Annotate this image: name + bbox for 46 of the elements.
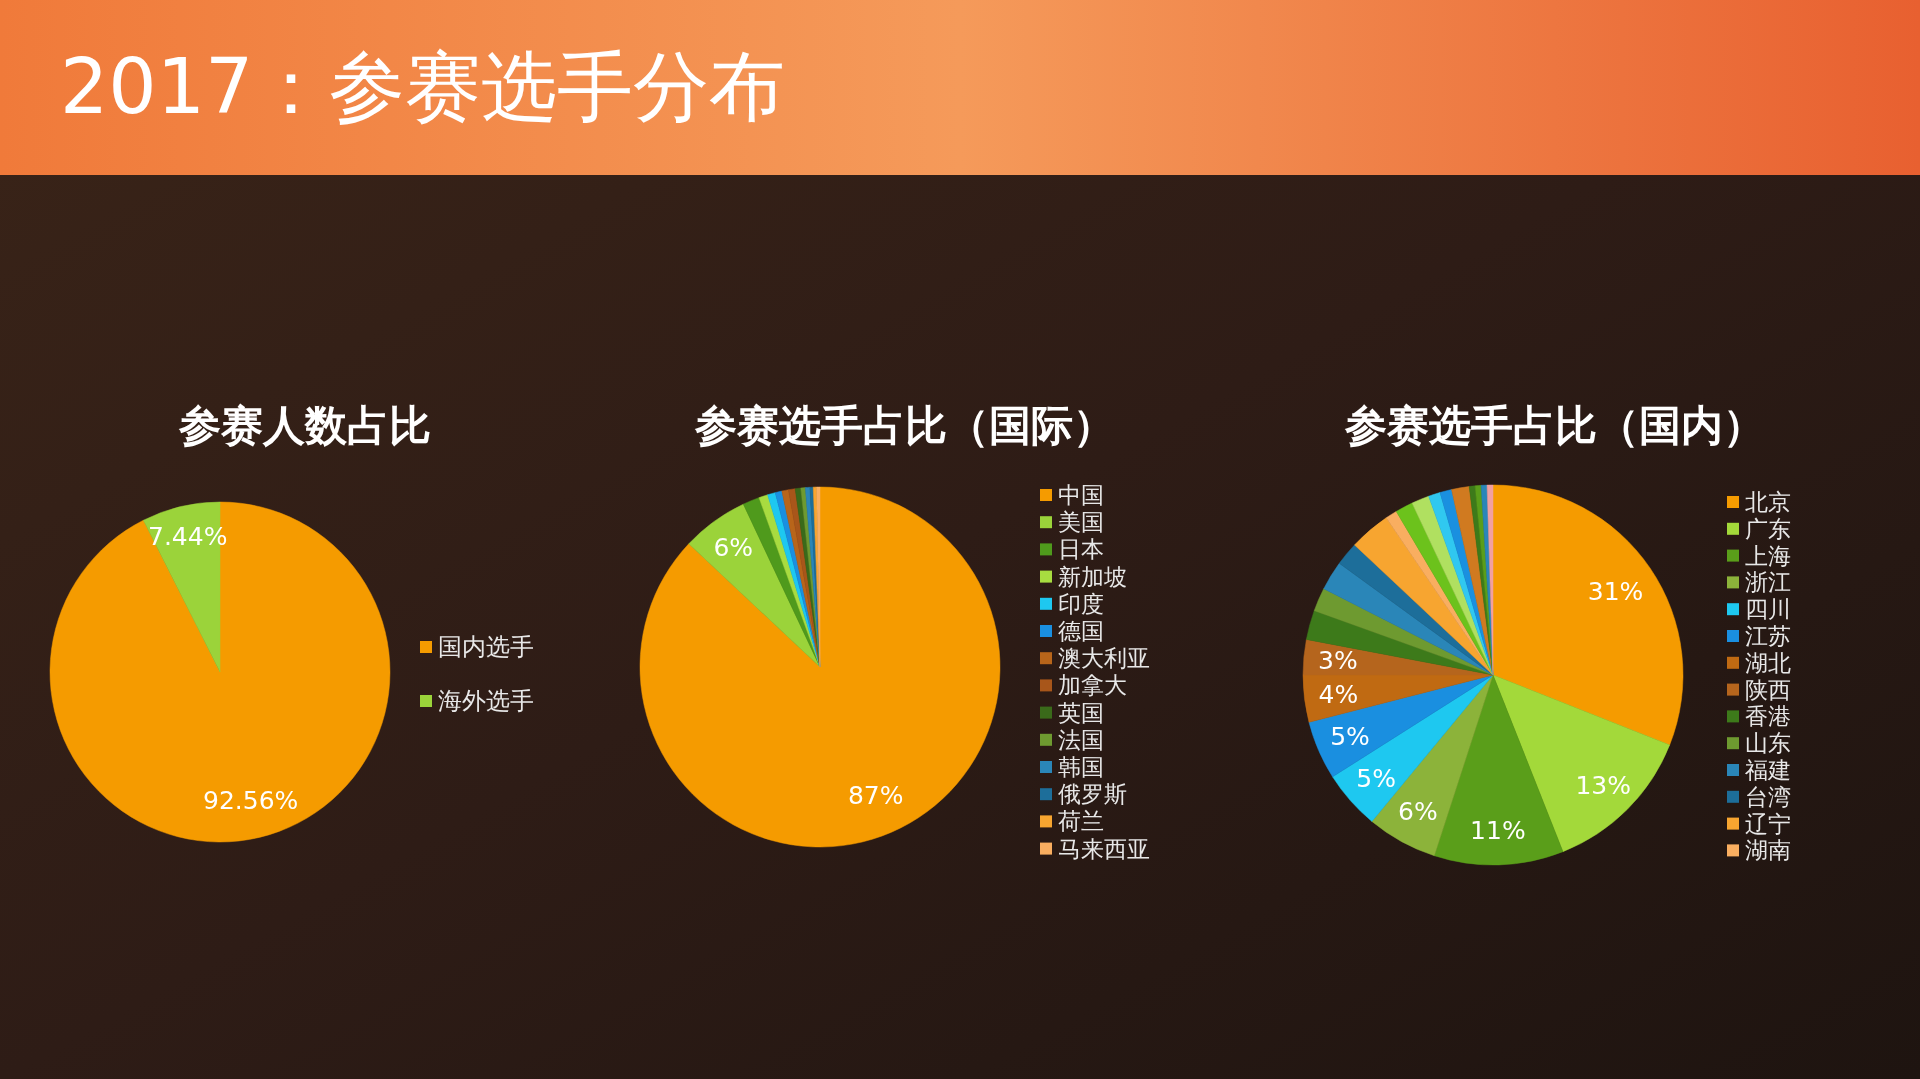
data-label: 11% <box>1470 816 1526 846</box>
data-label: 4% <box>1318 680 1359 710</box>
data-label: 6% <box>1398 797 1438 827</box>
legend-label: 俄罗斯 <box>1058 781 1127 808</box>
legend-label: 新加坡 <box>1058 563 1127 590</box>
legend-label: 上海 <box>1745 542 1791 569</box>
legend-label: 北京 <box>1745 489 1791 515</box>
legend-label: 德国 <box>1058 618 1104 644</box>
chart-title: 参赛选手占比（国内） <box>1344 400 1765 450</box>
legend-label: 中国 <box>1058 482 1104 508</box>
legend-label: 福建 <box>1745 757 1791 783</box>
data-label: 5% <box>1356 763 1396 793</box>
data-label: 7.44% <box>148 521 228 551</box>
chart-title: 参赛选手占比（国际） <box>694 400 1115 450</box>
legend-label: 国内选手 <box>438 633 534 661</box>
data-label: 87% <box>847 781 904 811</box>
data-label: 5% <box>1330 722 1370 752</box>
legend-label: 印度 <box>1058 590 1104 617</box>
legend-label: 四川 <box>1745 596 1791 623</box>
legend-label: 美国 <box>1058 509 1104 536</box>
legend-label: 浙江 <box>1745 569 1791 596</box>
legend-label: 湖南 <box>1745 837 1791 864</box>
legend-label: 法国 <box>1058 726 1104 753</box>
data-label: 13% <box>1575 770 1631 800</box>
legend-label: 香港 <box>1745 703 1791 730</box>
legend-label: 江苏 <box>1745 623 1791 649</box>
legend-label: 海外选手 <box>438 687 534 715</box>
legend-label: 台湾 <box>1745 783 1791 810</box>
data-label: 92.56% <box>203 786 299 816</box>
legend-label: 日本 <box>1058 536 1104 563</box>
text: 2017：参赛选手分布 <box>60 41 786 131</box>
legend-label: 加拿大 <box>1058 672 1127 699</box>
legend-label: 荷兰 <box>1058 808 1104 835</box>
legend-label: 澳大利亚 <box>1058 645 1150 672</box>
data-label: 31% <box>1587 577 1644 607</box>
chart-title: 参赛人数占比 <box>178 400 431 450</box>
legend-label: 山东 <box>1745 730 1791 757</box>
legend-label: 广东 <box>1745 515 1791 542</box>
legend-label: 陕西 <box>1745 676 1791 703</box>
legend-label: 韩国 <box>1058 754 1104 780</box>
data-label: 3% <box>1318 645 1358 675</box>
data-label: 6% <box>713 533 754 563</box>
legend-label: 英国 <box>1058 699 1104 726</box>
legend-label: 辽宁 <box>1745 810 1791 837</box>
legend-label: 湖北 <box>1745 649 1791 676</box>
legend-label: 马来西亚 <box>1058 835 1150 862</box>
